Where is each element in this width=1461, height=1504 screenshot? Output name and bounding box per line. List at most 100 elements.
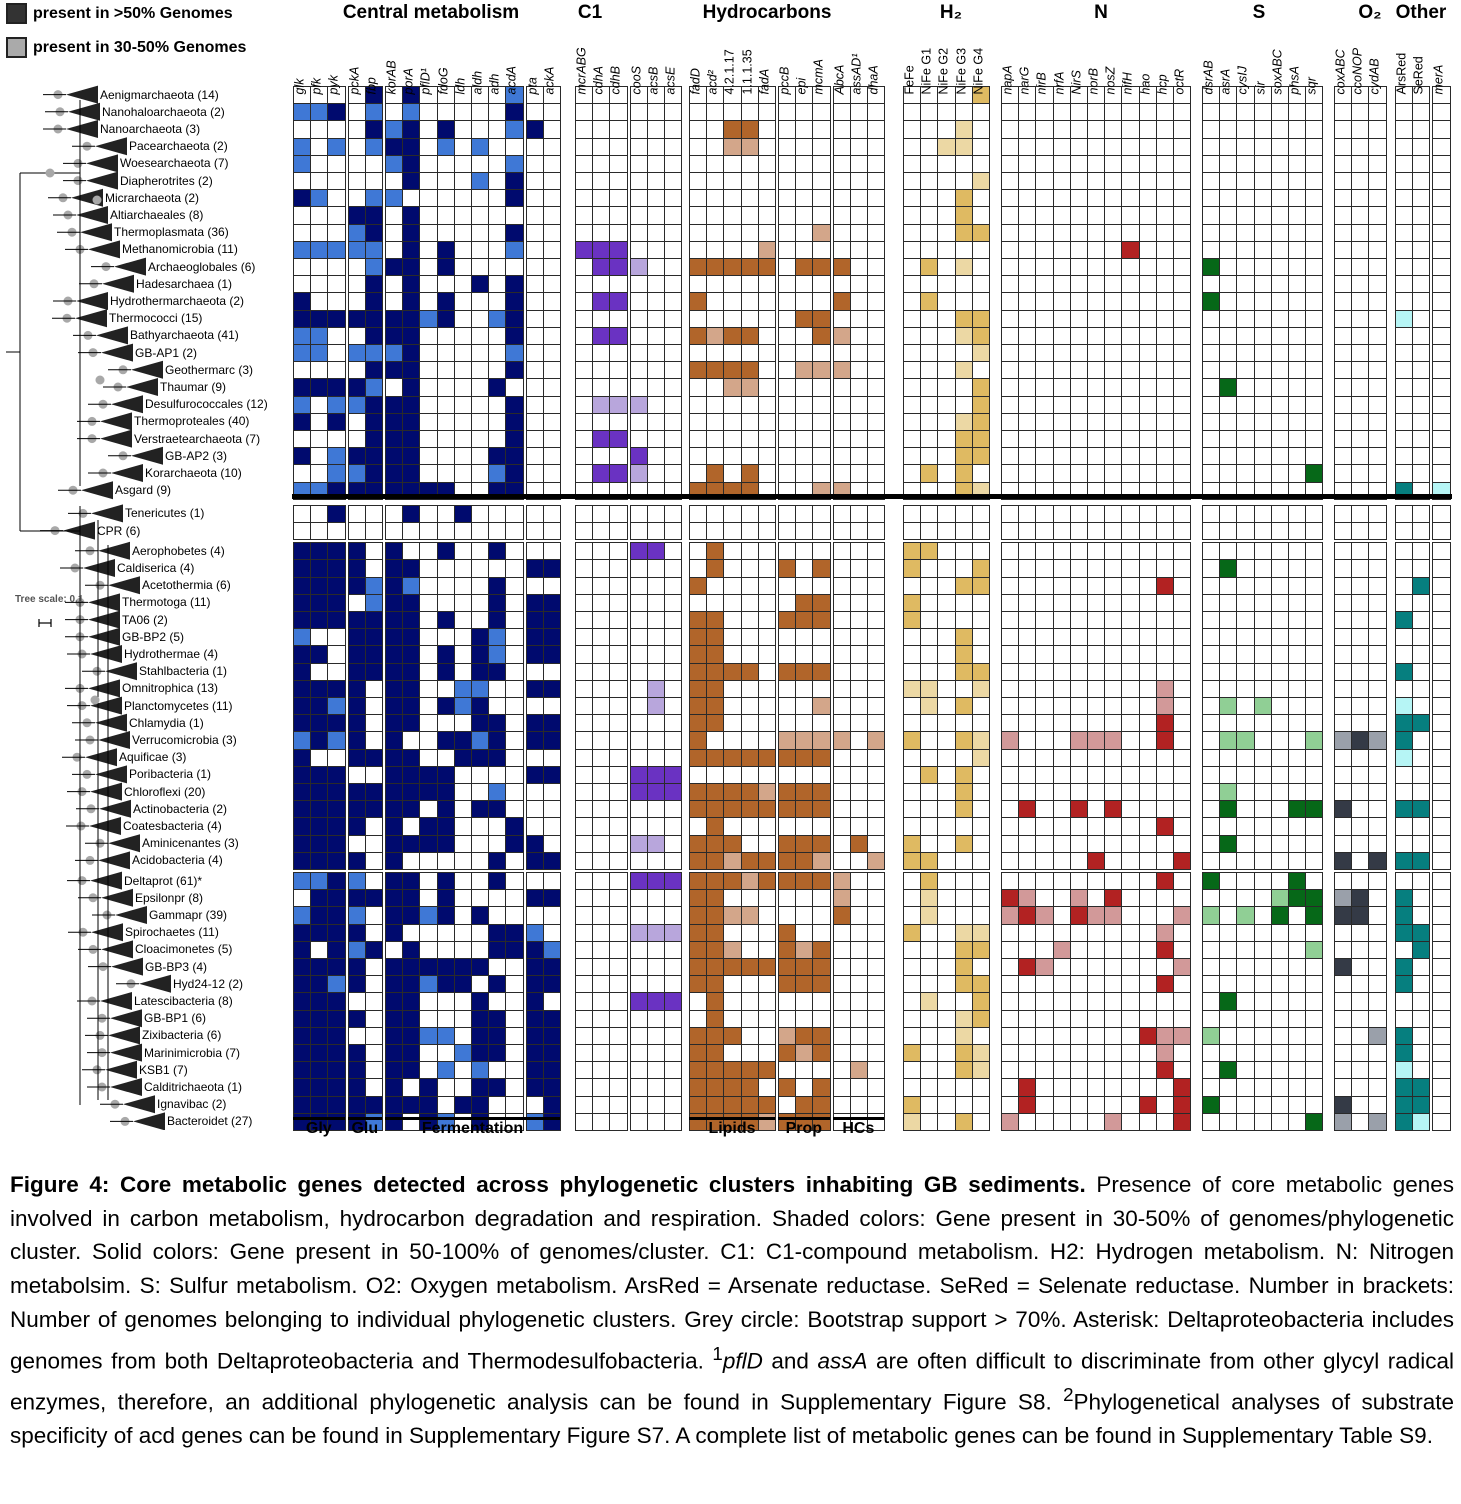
heatmap-cell — [364, 1026, 383, 1045]
heatmap-cell — [1270, 697, 1289, 716]
clade-triangle — [80, 223, 112, 242]
heatmap-cell — [1351, 645, 1370, 664]
heatmap-cell — [293, 800, 312, 819]
heatmap-cell — [293, 611, 312, 630]
heatmap-cell — [832, 975, 851, 994]
heatmap-cell — [1104, 412, 1123, 431]
heatmap-cell — [592, 940, 611, 959]
heatmap-cell — [740, 628, 759, 647]
heatmap-cell — [1087, 1078, 1106, 1097]
heatmap-cell — [419, 344, 438, 363]
heatmap-cell — [778, 593, 797, 612]
heatmap-cell — [1395, 975, 1414, 994]
caption-title: Figure 4: Core metabolic genes detected … — [10, 1172, 1086, 1197]
heatmap-cell — [1052, 872, 1071, 891]
heatmap-cell — [778, 731, 797, 750]
sublabel-hcs: HCs — [842, 1120, 875, 1137]
heatmap-cell — [646, 447, 665, 466]
heatmap-cell — [310, 206, 329, 225]
heatmap-cell — [1001, 206, 1020, 225]
heatmap-cell — [664, 395, 683, 414]
heatmap-cell — [903, 889, 922, 908]
taxon-label: Woesearchaeota (7) — [120, 156, 229, 171]
heatmap-cell — [849, 645, 868, 664]
heatmap-cell — [327, 326, 346, 345]
heatmap-cell — [347, 1078, 366, 1097]
heatmap-cell — [937, 206, 956, 225]
heatmap-cell — [1288, 800, 1307, 819]
heatmap-cell — [1368, 851, 1387, 870]
heatmap-cell — [488, 906, 507, 925]
heatmap-cell — [757, 834, 776, 853]
heatmap-cell — [832, 1078, 851, 1097]
heatmap-cell — [1219, 889, 1238, 908]
heatmap-cell — [1138, 258, 1157, 277]
heatmap-cell — [689, 154, 708, 173]
heatmap-cell — [867, 906, 886, 925]
heatmap-cell — [1288, 395, 1307, 414]
heatmap-cell — [364, 992, 383, 1011]
heatmap-cell — [971, 748, 990, 767]
heatmap-cell — [1368, 872, 1387, 891]
heatmap-cell — [471, 464, 490, 483]
heatmap-cell — [1069, 906, 1088, 925]
heatmap-cell — [1173, 697, 1192, 716]
heatmap-cell — [740, 378, 759, 397]
heatmap-cell — [1219, 851, 1238, 870]
heatmap-cell — [646, 292, 665, 311]
heatmap-cell — [629, 292, 648, 311]
heatmap-cell — [778, 748, 797, 767]
heatmap-cell — [832, 447, 851, 466]
taxon-label: Hydrothermarchaeota (2) — [110, 294, 245, 308]
heatmap-cell — [689, 662, 708, 681]
heatmap-cell — [1035, 223, 1054, 242]
heatmap-cell — [1412, 662, 1431, 681]
heatmap-cell — [778, 464, 797, 483]
heatmap-cell — [364, 430, 383, 449]
heatmap-cell — [664, 522, 683, 541]
heatmap-cell — [812, 275, 831, 294]
heatmap-cell — [1202, 103, 1221, 122]
heatmap-cell — [971, 223, 990, 242]
heatmap-cell — [1202, 559, 1221, 578]
heatmap-cell — [592, 1078, 611, 1097]
heatmap-cell — [757, 889, 776, 908]
heatmap-cell — [1395, 697, 1414, 716]
heatmap-cell — [1368, 645, 1387, 664]
heatmap-cell — [920, 559, 939, 578]
heatmap-cell — [867, 1009, 886, 1028]
heatmap-cell — [1288, 522, 1307, 541]
heatmap-cell — [1069, 714, 1088, 733]
heatmap-cell — [1270, 240, 1289, 259]
heatmap-cell — [778, 611, 797, 630]
heatmap-cell — [1288, 206, 1307, 225]
heatmap-cell — [542, 1078, 561, 1097]
heatmap-cell — [849, 522, 868, 541]
clade-triangle — [88, 627, 120, 646]
heatmap-cell — [402, 731, 421, 750]
heatmap-cell — [293, 992, 312, 1011]
sublabel-bar — [778, 1117, 830, 1120]
heatmap-cell — [812, 223, 831, 242]
heatmap-cell — [488, 628, 507, 647]
heatmap-cell — [1035, 447, 1054, 466]
taxon-label: GB-AP1 (2) — [135, 345, 198, 360]
heatmap-cell — [1270, 906, 1289, 925]
taxon-label: Diapherotrites (2) — [120, 173, 213, 188]
sublabel-bar — [347, 1117, 382, 1120]
heatmap-cell — [1104, 1061, 1123, 1080]
heatmap-cell — [1138, 206, 1157, 225]
heatmap-cell — [778, 326, 797, 345]
heatmap-cell — [689, 1044, 708, 1063]
heatmap-cell — [1173, 1044, 1192, 1063]
heatmap-cell — [1138, 137, 1157, 156]
heatmap-cell — [629, 559, 648, 578]
heatmap-cell — [575, 714, 594, 733]
heatmap-cell — [1069, 1026, 1088, 1045]
heatmap-cell — [1155, 593, 1174, 612]
heatmap-cell — [1018, 430, 1037, 449]
heatmap-cell — [364, 975, 383, 994]
clade-triangle — [95, 765, 127, 784]
heatmap-cell — [488, 940, 507, 959]
heatmap-cell — [1035, 103, 1054, 122]
